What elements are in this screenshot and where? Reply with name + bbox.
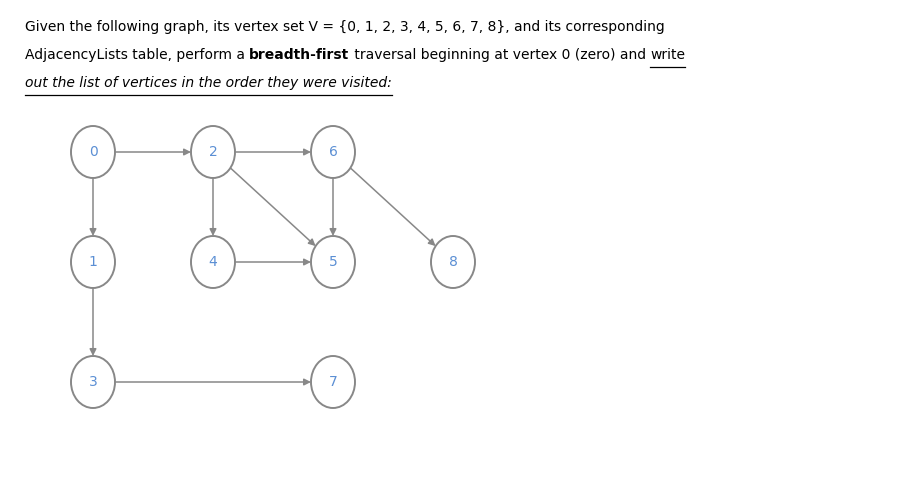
Ellipse shape	[71, 236, 115, 288]
Text: 5: 5	[329, 255, 337, 269]
Text: 7: 7	[329, 375, 337, 389]
Text: 6: 6	[329, 145, 337, 159]
Text: 1: 1	[89, 255, 98, 269]
Text: AdjacencyLists table, perform a: AdjacencyLists table, perform a	[25, 48, 249, 62]
Text: Given the following graph, its vertex set V = {0, 1, 2, 3, 4, 5, 6, 7, 8}, and i: Given the following graph, its vertex se…	[25, 20, 665, 34]
Ellipse shape	[71, 356, 115, 408]
Text: 8: 8	[448, 255, 458, 269]
Ellipse shape	[191, 126, 235, 178]
Text: 4: 4	[208, 255, 217, 269]
Ellipse shape	[71, 126, 115, 178]
Text: 0: 0	[89, 145, 97, 159]
Text: 3: 3	[89, 375, 97, 389]
Text: out the list of vertices in the order they were visited:: out the list of vertices in the order th…	[25, 76, 391, 90]
Text: write: write	[651, 48, 685, 62]
Ellipse shape	[311, 126, 355, 178]
Ellipse shape	[191, 236, 235, 288]
Text: breadth-first: breadth-first	[249, 48, 350, 62]
Ellipse shape	[311, 236, 355, 288]
Ellipse shape	[311, 356, 355, 408]
Text: 2: 2	[208, 145, 217, 159]
Text: traversal beginning at vertex 0 (zero) and: traversal beginning at vertex 0 (zero) a…	[350, 48, 651, 62]
Ellipse shape	[431, 236, 475, 288]
